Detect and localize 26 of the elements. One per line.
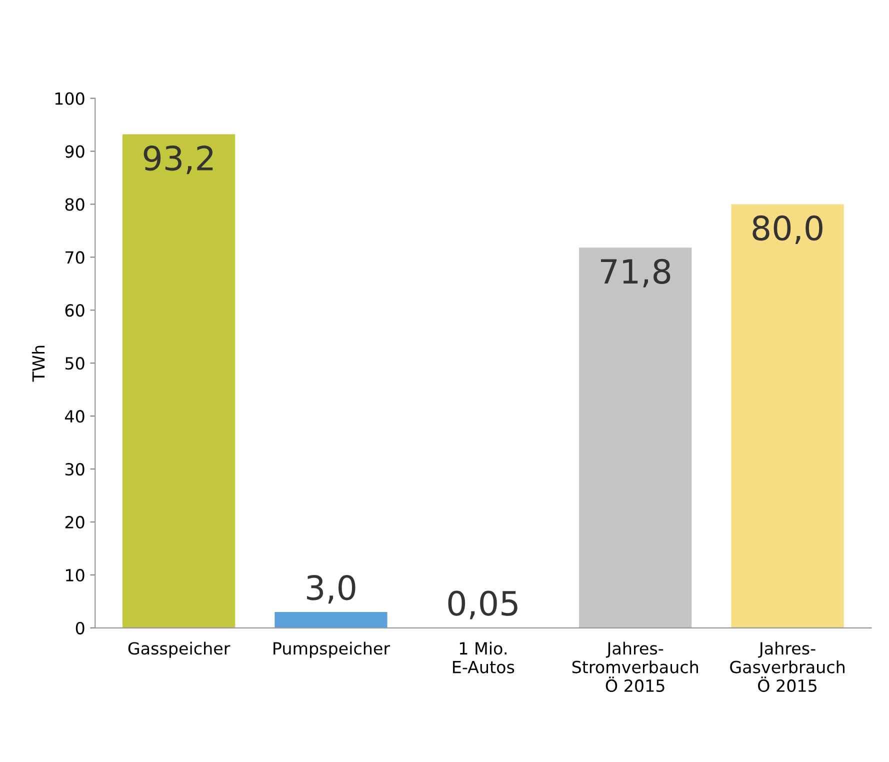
data-label: 71,8 [600, 258, 670, 288]
y-tick-label: 50 [65, 357, 84, 370]
data-label: 93,2 [144, 145, 213, 174]
data-label: 3,0 [307, 575, 356, 604]
y-tick-label: 0 [76, 622, 84, 634]
bar [122, 134, 236, 628]
x-tick-label: Pumpspeicher [274, 642, 390, 658]
data-label: 0,05 [448, 590, 518, 620]
y-tick-label: 70 [66, 251, 84, 264]
y-tick-label: 80 [65, 198, 84, 211]
bar [274, 612, 388, 628]
x-tick-label: Jahres- Gasverbrauch Ö 2015 [730, 642, 844, 692]
x-tick-label: Jahres- Stromverbauch Ö 2015 [572, 642, 698, 692]
x-tick-label: 1 Mio. E-Autos [453, 642, 514, 674]
y-tick-label: 20 [65, 516, 84, 529]
y-tick-label: 90 [65, 145, 84, 158]
bar [579, 248, 692, 628]
y-tick-label: 100 [55, 92, 84, 105]
y-axis-title: TWh [32, 346, 45, 382]
y-tick-label: 10 [66, 568, 84, 582]
x-tick-label: Gasspeicher [128, 642, 230, 658]
y-tick-label: 60 [65, 304, 84, 317]
y-tick-label: 30 [65, 462, 84, 476]
data-label: 80,0 [752, 215, 822, 244]
y-tick-label: 40 [65, 410, 84, 423]
bar [731, 204, 844, 628]
